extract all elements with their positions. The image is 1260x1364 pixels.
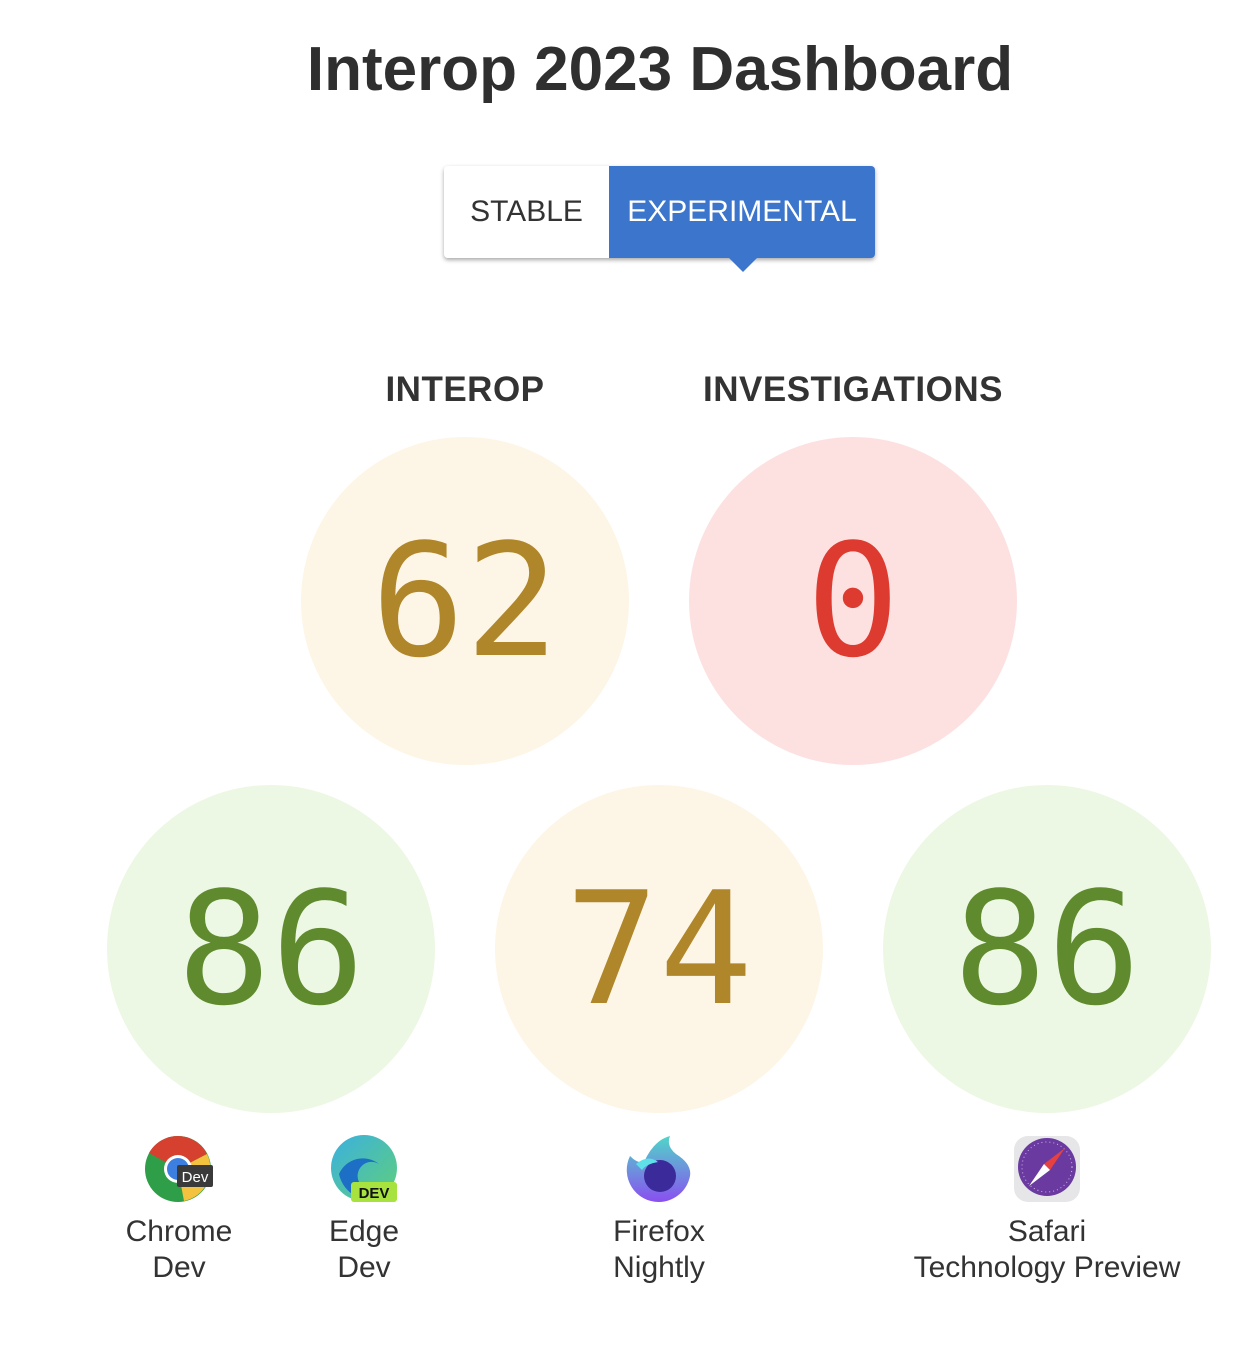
chrome-edge-score: 86 [107,785,435,1113]
browser-edge-dev: DEV Edge Dev [204,1134,524,1286]
investigations-score: 0 [689,437,1017,765]
browser-channel: Technology Preview [913,1251,1181,1284]
investigations-label: INVESTIGATIONS [703,370,1003,409]
svg-text:Dev: Dev [182,1169,209,1186]
firefox-score: 74 [495,785,823,1113]
safari-score: 86 [883,785,1211,1113]
browser-chrome-dev: Dev Chrome Dev [19,1134,339,1286]
browser-channel: Dev [337,1251,391,1284]
browser-name: Firefox [613,1215,705,1248]
edge-dev-icon: DEV [331,1135,397,1202]
chrome-dev-icon: Dev [145,1135,213,1202]
stable-button[interactable]: STABLE [444,166,609,258]
interop-label: INTEROP [385,370,545,409]
experimental-button[interactable]: EXPERIMENTAL [609,166,875,272]
browser-channel: Dev [152,1251,206,1284]
safari-technology-preview-icon [1014,1136,1080,1202]
browser-name: Safari [1007,1215,1087,1248]
interop-score: 62 [301,437,629,765]
browser-name: Edge [328,1215,400,1248]
firefox-nightly-icon [626,1136,691,1203]
browser-safari-technology-preview: Safari Technology Preview [887,1134,1207,1286]
channel-toggle: STABLE EXPERIMENTAL [444,166,875,272]
svg-text:DEV: DEV [359,1185,390,1202]
page-title: Interop 2023 Dashboard [306,35,1014,104]
browser-firefox-nightly: Firefox Nightly [499,1134,819,1286]
browser-channel: Nightly [613,1251,705,1284]
browser-name: Chrome [125,1215,233,1248]
